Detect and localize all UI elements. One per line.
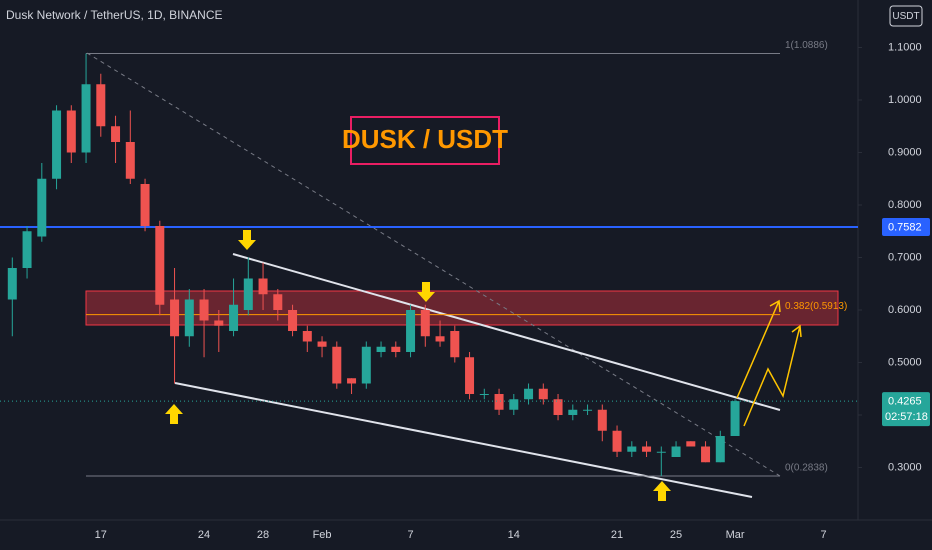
candle-body (435, 336, 445, 342)
candle-body (420, 310, 430, 337)
candle-body (22, 231, 32, 268)
candle-body (7, 268, 17, 300)
price-badge-label: 0.7582 (888, 221, 922, 233)
candle-body (376, 346, 386, 352)
x-tick-label: Feb (313, 529, 332, 541)
up-arrow (653, 481, 671, 501)
candle-body (170, 299, 180, 337)
chart-title: Dusk Network / TetherUS, 1D, BINANCE (6, 8, 223, 22)
y-tick-label: 1.0000 (888, 94, 922, 106)
fib-label: 0.382(0.5913) (785, 301, 847, 312)
candle-body (66, 110, 76, 153)
currency-label: USDT (892, 11, 919, 22)
candle-body (52, 110, 62, 179)
candle-body (332, 346, 342, 384)
x-tick-label: 21 (611, 529, 623, 541)
y-tick-label: 0.3000 (888, 461, 922, 473)
last-price-label: 0.4265 (888, 395, 922, 407)
candle-body (553, 399, 563, 415)
channel-lower (174, 382, 753, 498)
channel-upper (232, 253, 781, 411)
candle-body (81, 84, 91, 153)
x-tick-label: 24 (198, 529, 210, 541)
candle-body (273, 294, 283, 310)
candle-body (229, 304, 239, 331)
down-arrow (417, 282, 435, 302)
candle-body (302, 331, 312, 342)
projection-arrow (743, 324, 802, 427)
candle-body (155, 226, 165, 305)
projection-arrow (736, 299, 781, 399)
x-tick-label: 7 (820, 529, 826, 541)
price-badge (882, 217, 930, 236)
candle-body (671, 446, 681, 457)
x-tick-label: 28 (257, 529, 269, 541)
candle-body (361, 346, 371, 384)
fib-label: 0(0.2838) (785, 463, 828, 474)
candle-body (140, 184, 150, 226)
y-tick-label: 0.9000 (888, 146, 922, 158)
candle-body (583, 409, 593, 411)
candle-body (730, 401, 740, 436)
up-arrow (165, 404, 183, 424)
candle-body (214, 320, 224, 326)
x-tick-label: 17 (95, 529, 107, 541)
candle-body (111, 126, 121, 142)
candle-body (494, 394, 504, 410)
candle-body (479, 394, 489, 395)
drawings (85, 52, 839, 501)
fib-label: 1(1.0886) (785, 40, 828, 51)
currency-badge[interactable] (889, 5, 923, 27)
y-tick-label: 0.6000 (888, 304, 922, 316)
candle-body (288, 310, 298, 331)
candle-body (656, 451, 666, 453)
candle-body (125, 142, 135, 179)
candle-body (450, 331, 460, 358)
y-tick-label: 1.1000 (888, 41, 922, 53)
candle-body (391, 346, 401, 352)
candle-body (715, 436, 725, 463)
candle-body (37, 178, 47, 237)
candle-body (597, 409, 607, 431)
annotation-box (350, 116, 500, 165)
x-tick-label: 7 (407, 529, 413, 541)
y-tick-label: 0.8000 (888, 199, 922, 211)
countdown-label: 02:57:18 (885, 411, 928, 423)
x-tick-label: 25 (670, 529, 682, 541)
candle-body (509, 399, 519, 410)
candle-body (701, 446, 711, 463)
y-tick-label: 0.5000 (888, 356, 922, 368)
candle-body (96, 84, 106, 127)
candle-body (538, 388, 548, 400)
last-price-badge (882, 392, 930, 427)
candle-body (642, 446, 652, 452)
candle-body (686, 441, 696, 447)
candle-body (243, 278, 253, 310)
candle-body (258, 278, 268, 295)
candles (7, 53, 740, 477)
x-tick-label: 14 (508, 529, 520, 541)
annotation: DUSK / USDT (342, 124, 508, 154)
y-tick-label: 0.7000 (888, 251, 922, 263)
x-tick-label: Mar (726, 529, 745, 541)
candle-body (184, 299, 194, 337)
candle-body (317, 341, 327, 347)
candle-body (465, 357, 475, 394)
candle-body (524, 388, 534, 400)
down-arrow (238, 230, 256, 250)
candle-body (347, 378, 357, 384)
candle-body (627, 446, 637, 452)
candle-body (612, 430, 622, 452)
candle-body (568, 409, 578, 415)
candle-body (406, 310, 416, 352)
candle-body (199, 299, 209, 321)
